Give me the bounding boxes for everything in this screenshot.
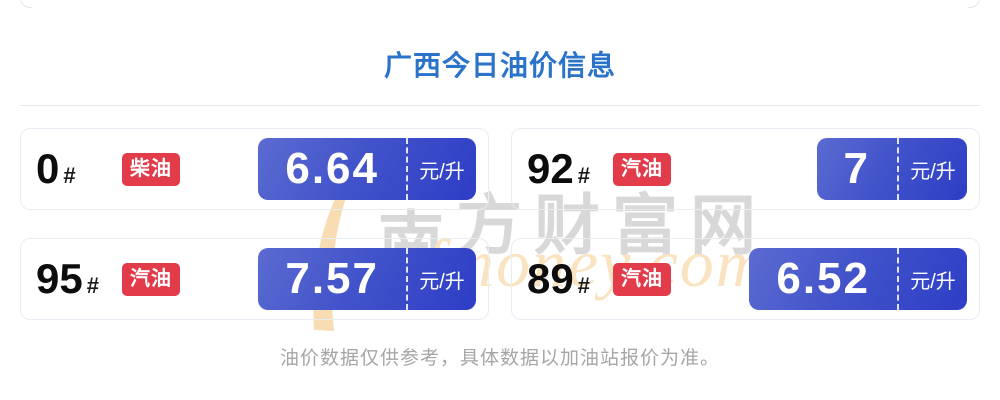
price-box: 7.57 元/升 [258,248,476,310]
cropped-card-corner-right [968,0,980,8]
price-divider [406,248,408,310]
fuel-card-92-gasoline: 92 # 汽油 7 元/升 [511,128,980,210]
fuel-type-badge: 汽油 [613,152,671,186]
fuel-grade: 89 # [527,258,613,300]
fuel-grade: 95 # [36,258,122,300]
price-box: 6.52 元/升 [749,248,967,310]
fuel-grade-number: 89 [527,255,574,302]
fuel-grade-number: 92 [527,145,574,192]
cropped-card-corner-left [20,0,32,8]
fuel-type-badge: 汽油 [613,262,671,296]
price-unit: 元/升 [910,270,956,293]
price-value: 6.64 [285,144,379,193]
fuel-card-89-gasoline: 89 # 汽油 6.52 元/升 [511,238,980,320]
fuel-grade-hash: # [577,163,590,188]
fuel-type-badge: 柴油 [122,152,180,186]
price-unit: 元/升 [910,160,956,183]
fuel-card-0-diesel: 0 # 柴油 6.64 元/升 [20,128,489,210]
price-unit: 元/升 [419,160,465,183]
fuel-cards-grid: 0 # 柴油 6.64 元/升 92 # 汽油 7 元/升 [20,128,980,320]
price-unit: 元/升 [419,270,465,293]
page-title: 广西今日油价信息 [383,50,616,81]
fuel-type-badge: 汽油 [122,262,180,296]
footer-disclaimer: 油价数据仅供参考，具体数据以加油站报价为准。 [279,348,720,369]
price-divider [897,248,899,310]
fuel-grade-hash: # [86,273,99,298]
fuel-grade-number: 95 [36,255,83,302]
price-value: 7.57 [285,254,379,303]
fuel-grade-hash: # [63,163,76,188]
price-box: 7 元/升 [816,138,967,200]
fuel-grade-hash: # [577,273,590,298]
price-box: 6.64 元/升 [258,138,476,200]
fuel-grade-number: 0 [36,145,60,192]
header-divider [20,105,980,106]
fuel-grade: 0 # [36,148,122,190]
price-value: 7 [843,144,870,193]
price-divider [406,138,408,200]
fuel-grade: 92 # [527,148,613,190]
price-value: 6.52 [776,254,870,303]
price-divider [897,138,899,200]
fuel-card-95-gasoline: 95 # 汽油 7.57 元/升 [20,238,489,320]
